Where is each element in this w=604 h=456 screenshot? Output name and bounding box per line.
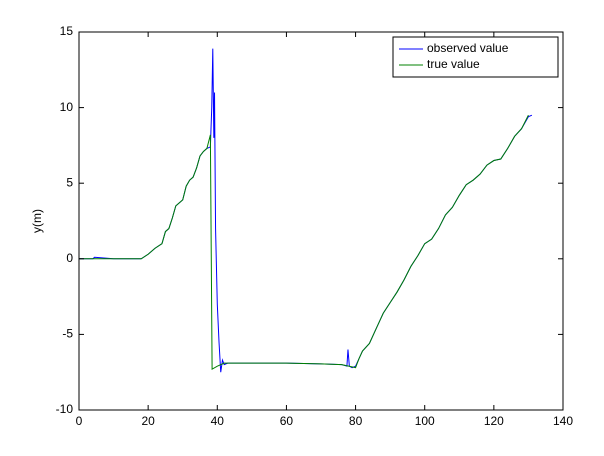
x-tick-label: 60 (280, 414, 294, 428)
plot-area (79, 32, 563, 410)
x-tick-label: 80 (349, 414, 363, 428)
x-tick-label: 0 (76, 414, 83, 428)
y-tick-label: -10 (56, 402, 74, 416)
x-tick-label: 140 (553, 414, 573, 428)
data-line (79, 114, 529, 371)
y-tick-label: 5 (66, 175, 73, 189)
x-tick-label: 100 (415, 414, 435, 428)
y-axis-label: y(m) (30, 209, 44, 233)
y-tick-label: 0 (66, 251, 73, 265)
y-tick-label: 15 (60, 24, 74, 38)
axes-box (78, 31, 564, 411)
x-tick-label: 40 (211, 414, 225, 428)
x-tick-label: 20 (141, 414, 155, 428)
legend-label: true value (427, 57, 480, 71)
legend-label: observed value (427, 41, 509, 55)
y-tick-label: 10 (60, 100, 74, 114)
x-tick-label: 120 (484, 414, 504, 428)
legend-box (392, 36, 559, 78)
y-tick-label: -5 (62, 327, 73, 341)
